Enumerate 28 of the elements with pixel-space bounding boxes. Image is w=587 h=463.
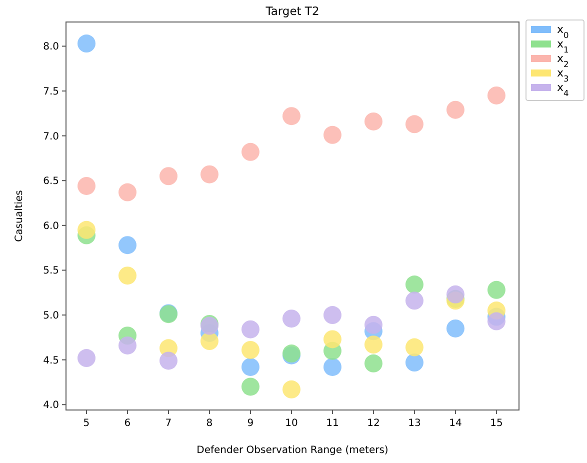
legend-label: x$_{0}$: [557, 23, 569, 40]
y-tick-label: 7.0: [43, 131, 59, 142]
x-axis-title: Defender Observation Range (meters): [196, 445, 388, 456]
x-tick-label: 5: [83, 418, 90, 429]
x-tick-label: 13: [408, 418, 421, 429]
legend-label: x$_{4}$: [557, 81, 569, 98]
legend-label: x$_{2}$: [557, 52, 569, 69]
y-axis-title: Casualties: [14, 190, 25, 242]
legend-label: x$_{3}$: [557, 66, 569, 84]
y-tick-label: 8.0: [43, 42, 59, 53]
chart-title: Target T2: [264, 4, 320, 18]
x-tick-label: 9: [247, 418, 254, 429]
y-tick-label: 4.5: [43, 355, 59, 366]
x-tick-label: 12: [367, 418, 380, 429]
y-tick-label: 6.5: [43, 176, 59, 188]
x-tick-label: 7: [165, 418, 172, 429]
x-tick-label: 11: [326, 418, 339, 429]
x-tick-label: 15: [490, 418, 503, 429]
y-tick-label: 5.0: [43, 310, 59, 322]
x-tick-label: 8: [206, 418, 213, 429]
x-tick-label: 6: [124, 418, 131, 429]
y-tick-label: 6.0: [43, 220, 59, 232]
y-tick-label: 7.5: [43, 86, 59, 98]
y-tick-label: 5.5: [43, 266, 59, 277]
legend-label: x$_{1}$: [557, 38, 569, 54]
x-tick-label: 10: [285, 418, 298, 429]
y-tick-label: 4.0: [43, 400, 59, 412]
x-tick-label: 14: [449, 418, 462, 429]
